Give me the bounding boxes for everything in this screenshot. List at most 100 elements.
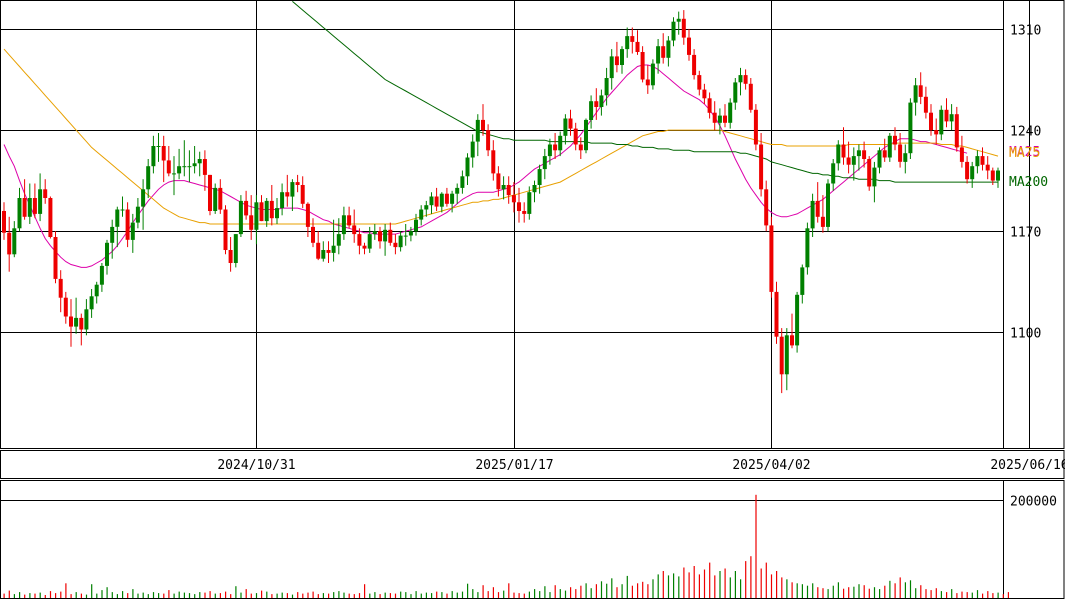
candle-body — [918, 85, 923, 97]
volume-bar — [492, 587, 494, 598]
volume-bar — [328, 593, 330, 598]
volume-bar — [163, 593, 165, 598]
candle-body — [671, 21, 676, 41]
volume-bar — [147, 594, 149, 598]
volume-bar — [611, 578, 613, 598]
volume-bar — [858, 584, 860, 598]
date-tick-label: 2025/01/17 — [475, 458, 553, 473]
candle-body — [213, 187, 218, 211]
volume-bar — [606, 583, 608, 598]
volume-bar — [188, 593, 191, 598]
volume-bar — [637, 583, 639, 599]
candle-body — [517, 202, 521, 211]
volume-bar — [183, 592, 185, 598]
volume-bar — [570, 587, 572, 598]
volume-bar — [719, 571, 721, 598]
candle-body — [795, 294, 800, 346]
candle-body — [460, 176, 465, 188]
candle-body — [980, 156, 985, 165]
candle-body — [17, 198, 22, 229]
candle-body — [779, 336, 784, 375]
volume-bar — [358, 593, 361, 598]
candle-body — [511, 195, 516, 203]
volume-bar — [39, 592, 41, 598]
volume-bar — [1002, 594, 1004, 598]
volume-bar — [70, 594, 72, 598]
candle-body — [934, 130, 939, 135]
candle-body — [774, 291, 779, 337]
volume-bar — [662, 571, 664, 598]
volume-bar — [724, 568, 726, 598]
ma-line-ma75 — [3, 48, 999, 225]
volume-bar — [631, 585, 633, 598]
candle-body — [264, 200, 269, 222]
volume-bar — [19, 592, 21, 598]
candle-body — [290, 182, 295, 197]
volume-bar — [75, 592, 77, 598]
candle-body — [398, 235, 403, 248]
candle-body — [547, 144, 552, 157]
volume-bar — [487, 591, 489, 598]
volume-bar — [626, 575, 628, 598]
volume-bar — [657, 574, 659, 598]
candle-body — [527, 192, 532, 214]
volume-bar — [703, 569, 706, 598]
candle-body — [578, 144, 583, 151]
volume-bar — [992, 593, 994, 598]
candle-body — [728, 102, 733, 123]
candle-body — [563, 118, 568, 136]
candle-body — [161, 146, 166, 161]
candle-body — [810, 200, 815, 229]
candle-body — [311, 226, 315, 243]
volume-bar — [575, 589, 577, 598]
volume-bar — [930, 590, 932, 598]
candle-body — [846, 157, 851, 165]
volume-bar — [920, 585, 922, 598]
candle-body — [125, 209, 130, 240]
volume-bar — [410, 594, 412, 598]
candle-body — [22, 198, 27, 217]
volume-bar — [65, 583, 67, 599]
candle-body — [378, 231, 382, 242]
candle-body — [913, 85, 918, 103]
candle-body — [959, 147, 964, 162]
volume-bar — [291, 594, 294, 598]
candle-body — [275, 208, 279, 219]
candle-body — [269, 200, 274, 219]
volume-bar — [997, 592, 999, 598]
candle-body — [7, 232, 12, 255]
candle-body — [661, 46, 666, 58]
volume-bar — [585, 583, 587, 599]
volume-bar — [194, 594, 196, 598]
volume-bar — [91, 584, 93, 598]
volume-bar — [477, 592, 479, 598]
candle-body — [692, 54, 697, 76]
candle-body — [383, 229, 388, 242]
legend-label-ma25: MA25 — [1009, 145, 1040, 160]
candle-body — [944, 109, 949, 122]
candle-body — [321, 250, 326, 259]
candle-body — [851, 156, 856, 165]
candle-body — [94, 284, 99, 297]
volume-bar — [122, 591, 124, 598]
price-tick-label: 1100 — [1010, 327, 1041, 342]
volume-bar — [307, 592, 309, 598]
candle-body — [151, 146, 156, 167]
candle-body — [650, 63, 655, 86]
volume-bar — [13, 594, 15, 598]
volume-bar — [709, 562, 711, 598]
volume-bar — [441, 592, 443, 598]
candle-body — [372, 231, 377, 235]
candle-body — [656, 46, 661, 64]
candle-body — [985, 164, 990, 171]
candle-body — [666, 40, 671, 58]
volume-bar — [29, 593, 31, 598]
volume-bar — [348, 593, 350, 598]
candle-body — [336, 234, 341, 246]
candle-body — [105, 242, 109, 266]
volume-bar — [667, 575, 670, 598]
volume-bar — [678, 576, 680, 598]
volume-bar — [152, 592, 155, 598]
candle-body — [867, 159, 872, 187]
